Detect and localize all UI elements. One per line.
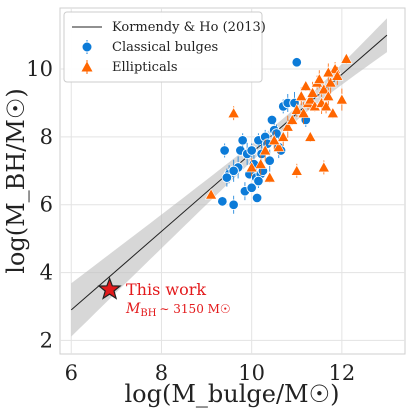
bulge-point: [237, 135, 248, 146]
elliptical-point: [304, 93, 317, 105]
elliptical-point: [317, 161, 330, 173]
legend-entry-ellipticals: Ellipticals: [112, 60, 178, 75]
annotation-mass: MBH ∼ 3150 M☉: [125, 301, 231, 319]
bulge-point: [228, 199, 239, 210]
highlight-point: [97, 276, 122, 300]
elliptical-point: [263, 171, 276, 183]
bulge-point: [246, 182, 257, 194]
elliptical-point: [245, 161, 258, 173]
this-work-star: [97, 276, 122, 300]
y-axis-label: log(M_BH/M☉): [2, 88, 30, 274]
y-tick-label: 10: [26, 57, 53, 81]
y-tick-label: 4: [40, 261, 53, 285]
elliptical-point: [319, 100, 333, 112]
scatter-points: [204, 52, 353, 214]
elliptical-point: [290, 103, 303, 115]
bulge-point: [266, 114, 278, 126]
elliptical-point: [268, 134, 281, 146]
elliptical-point: [254, 157, 267, 169]
elliptical-point: [306, 86, 319, 98]
elliptical-point: [324, 76, 337, 88]
x-axis-label: log(M_bulge/M☉): [124, 380, 339, 408]
legend-box: [63, 11, 263, 83]
x-tick-label: 8: [155, 361, 168, 385]
annotation-this-work: This work: [126, 280, 206, 299]
elliptical-point: [286, 113, 299, 125]
elliptical-point: [297, 106, 310, 118]
legend-entry-bulges: Classical bulges: [112, 40, 218, 55]
x-tick-label: 12: [328, 361, 355, 385]
legend: Kormendy & Ho (2013) Classical bulges El…: [63, 11, 266, 83]
bulge-point: [217, 196, 228, 207]
bulge-point: [253, 175, 264, 187]
elliptical-point: [340, 52, 353, 64]
elliptical-point: [322, 89, 335, 101]
elliptical-point: [277, 130, 290, 142]
elliptical-point: [322, 66, 335, 78]
bulge-point: [228, 165, 239, 177]
elliptical-point: [335, 93, 348, 105]
y-tick-label: 8: [40, 125, 53, 149]
bulge-point: [219, 145, 230, 156]
legend-circle-marker: [81, 40, 93, 54]
bulge-point: [251, 192, 263, 204]
y-tick-label: 2: [40, 328, 53, 352]
elliptical-point: [281, 120, 294, 132]
elliptical-point: [259, 144, 272, 156]
elliptical-point: [313, 73, 326, 85]
x-tick-label: 10: [238, 361, 265, 385]
bulge-point: [291, 57, 303, 68]
elliptical-point: [272, 140, 285, 152]
legend-triangle-marker: [81, 60, 93, 74]
legend-entry-relation: Kormendy & Ho (2013): [112, 20, 266, 35]
y-tick-label: 6: [40, 193, 53, 217]
elliptical-point: [317, 83, 330, 95]
elliptical-point: [331, 69, 344, 81]
elliptical-point: [227, 106, 240, 118]
elliptical-point: [295, 89, 308, 101]
bulge-point: [264, 155, 275, 166]
bulge-point: [246, 145, 257, 156]
elliptical-point: [299, 79, 312, 91]
elliptical-point: [326, 106, 339, 118]
elliptical-point: [304, 130, 317, 142]
elliptical-point: [290, 164, 303, 176]
x-tick-label: 6: [65, 361, 78, 385]
bulge-point: [221, 172, 233, 183]
tick-labels: 6 8 10 12 2 4 6 8 10: [26, 57, 355, 385]
elliptical-point: [204, 188, 218, 200]
